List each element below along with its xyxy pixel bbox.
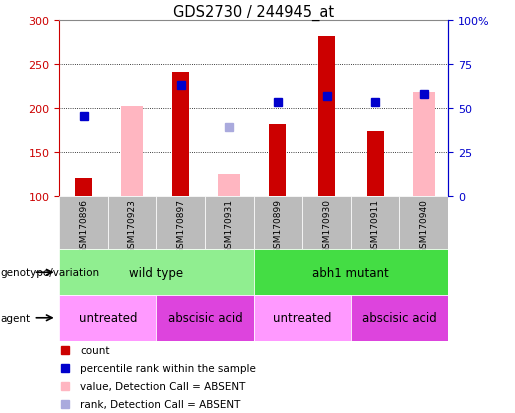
Text: value, Detection Call = ABSENT: value, Detection Call = ABSENT	[80, 381, 245, 391]
Bar	[351, 196, 400, 250]
Bar	[302, 196, 351, 250]
Text: GSM170899: GSM170899	[273, 199, 282, 254]
Text: untreated: untreated	[79, 311, 137, 325]
Bar	[413, 93, 435, 196]
Text: abscisic acid: abscisic acid	[168, 311, 243, 325]
Text: rank, Detection Call = ABSENT: rank, Detection Call = ABSENT	[80, 399, 241, 409]
Text: wild type: wild type	[129, 266, 183, 279]
Text: untreated: untreated	[273, 311, 332, 325]
Bar	[218, 174, 241, 196]
Bar	[108, 196, 157, 250]
Bar	[157, 196, 205, 250]
Text: GSM170930: GSM170930	[322, 199, 331, 254]
Bar	[269, 125, 286, 196]
Bar	[351, 295, 448, 341]
Text: abh1 mutant: abh1 mutant	[313, 266, 389, 279]
Bar	[59, 196, 108, 250]
Text: GSM170911: GSM170911	[371, 199, 380, 254]
Text: GSM170940: GSM170940	[419, 199, 428, 254]
Bar	[205, 196, 253, 250]
Bar	[172, 73, 189, 196]
Bar	[253, 250, 448, 295]
Bar	[59, 295, 157, 341]
Bar	[59, 250, 253, 295]
Text: GSM170896: GSM170896	[79, 199, 88, 254]
Bar	[400, 196, 448, 250]
Text: genotype/variation: genotype/variation	[1, 268, 99, 278]
Bar	[253, 196, 302, 250]
Bar	[367, 132, 384, 196]
Bar	[157, 295, 253, 341]
Text: GSM170897: GSM170897	[176, 199, 185, 254]
Text: count: count	[80, 345, 110, 355]
Text: GSM170923: GSM170923	[128, 199, 136, 254]
Bar	[318, 37, 335, 196]
Bar	[75, 178, 92, 196]
Bar	[253, 295, 351, 341]
Text: percentile rank within the sample: percentile rank within the sample	[80, 363, 256, 373]
Text: GSM170931: GSM170931	[225, 199, 234, 254]
Bar	[121, 107, 143, 196]
Text: agent: agent	[1, 313, 30, 323]
Title: GDS2730 / 244945_at: GDS2730 / 244945_at	[173, 5, 334, 21]
Text: abscisic acid: abscisic acid	[362, 311, 437, 325]
